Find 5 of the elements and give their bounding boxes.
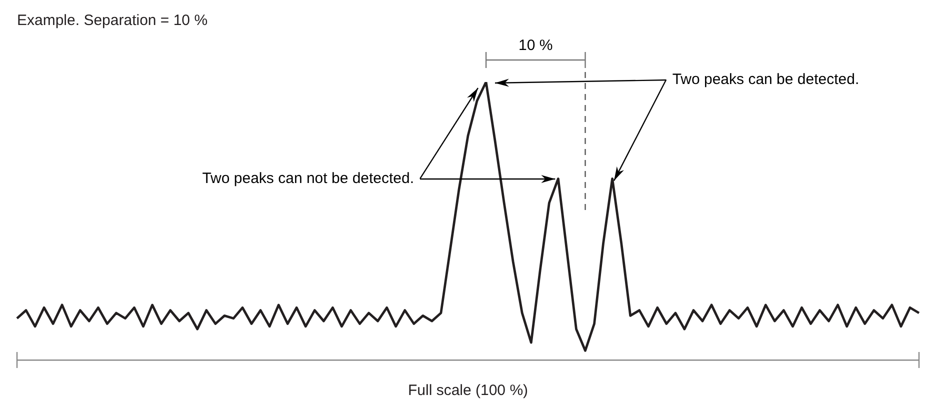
x-axis-title: Full scale (100 %) (408, 382, 528, 400)
chart-title: Example. Separation = 10 % (17, 12, 208, 30)
annotation: Two peaks can not be detected. (202, 170, 414, 187)
annotation: Two peaks can be detected. (672, 71, 860, 88)
text: 10 % (518, 37, 553, 54)
